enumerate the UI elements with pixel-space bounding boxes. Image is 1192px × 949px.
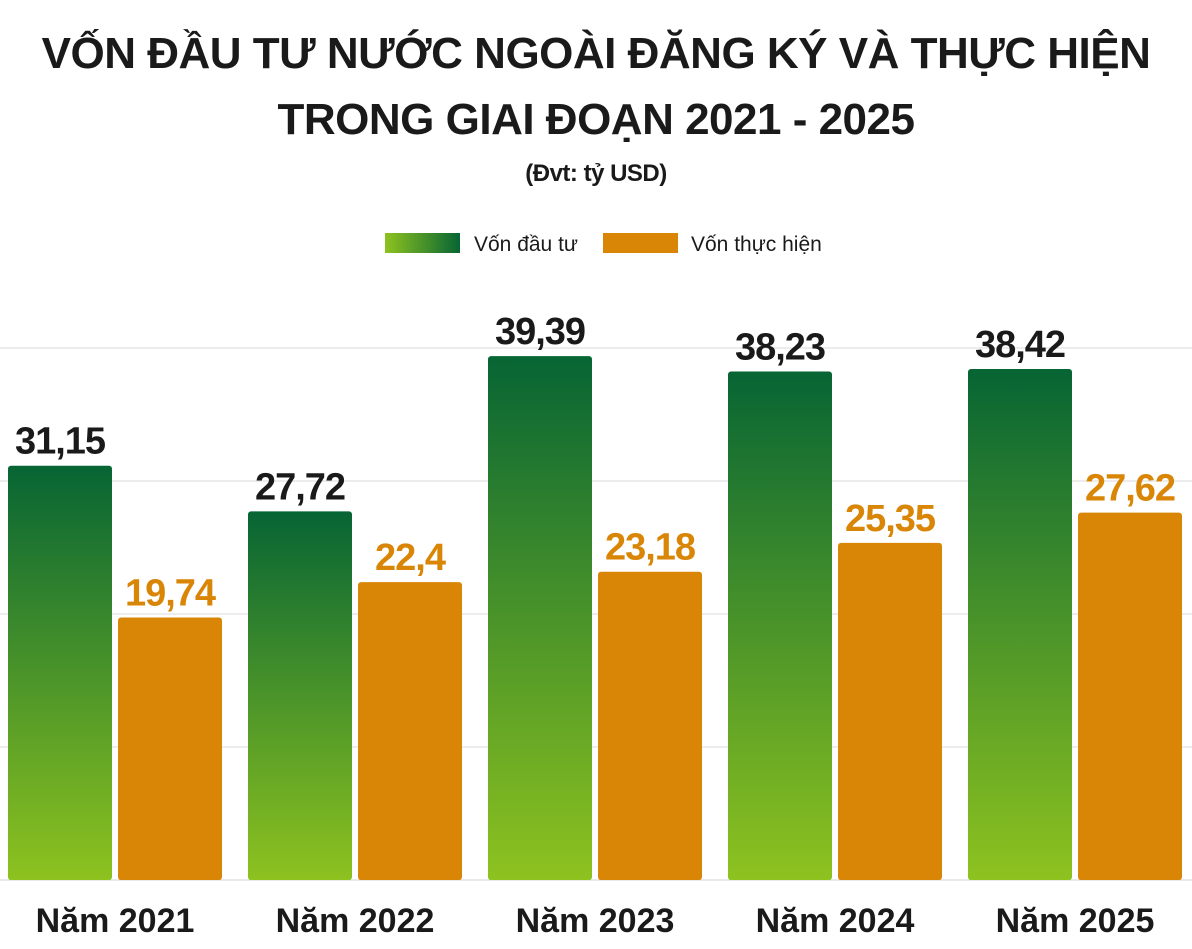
data-label: 39,39 [495,311,585,353]
data-label: 25,35 [845,498,936,540]
bar-von-thuc-hien [358,582,462,880]
legend-label-von-thuc-hien: Vốn thực hiện [691,233,822,256]
bar-von-dau-tu [248,511,352,880]
bar-von-dau-tu [728,371,832,880]
x-tick-label: Năm 2021 [36,902,195,940]
bar-von-dau-tu [488,356,592,880]
data-label: 27,62 [1085,468,1175,510]
x-tick-label: Năm 2025 [996,902,1155,940]
data-label: 38,23 [735,327,825,369]
data-label: 31,15 [15,421,106,463]
bar-von-thuc-hien [118,617,222,880]
chart-title-line-2: TRONG GIAI ĐOẠN 2021 - 2025 [277,95,915,144]
x-tick-label: Năm 2024 [756,902,915,940]
data-label: 19,74 [125,572,216,614]
bar-von-thuc-hien [838,542,942,880]
x-tick-label: Năm 2023 [516,902,675,940]
chart-subtitle: (Đvt: tỷ USD) [525,160,667,187]
data-label: 27,72 [255,466,345,508]
data-label: 38,42 [975,324,1065,366]
bar-von-dau-tu [968,369,1072,880]
bar-von-dau-tu [8,465,112,880]
bar-von-thuc-hien [598,571,702,880]
x-tick-label: Năm 2022 [276,902,435,940]
legend-swatch-von-thuc-hien [603,233,678,253]
legend-swatch-von-dau-tu [385,233,460,253]
data-label: 22,4 [375,537,446,579]
bar-von-thuc-hien [1078,512,1182,880]
chart-title-line-1: VỐN ĐẦU TƯ NƯỚC NGOÀI ĐĂNG KÝ VÀ THỰC HI… [41,29,1151,78]
legend-label-von-dau-tu: Vốn đầu tư [474,233,578,256]
data-label: 23,18 [605,527,695,569]
legend: Vốn đầu tư Vốn thực hiện [385,233,822,256]
